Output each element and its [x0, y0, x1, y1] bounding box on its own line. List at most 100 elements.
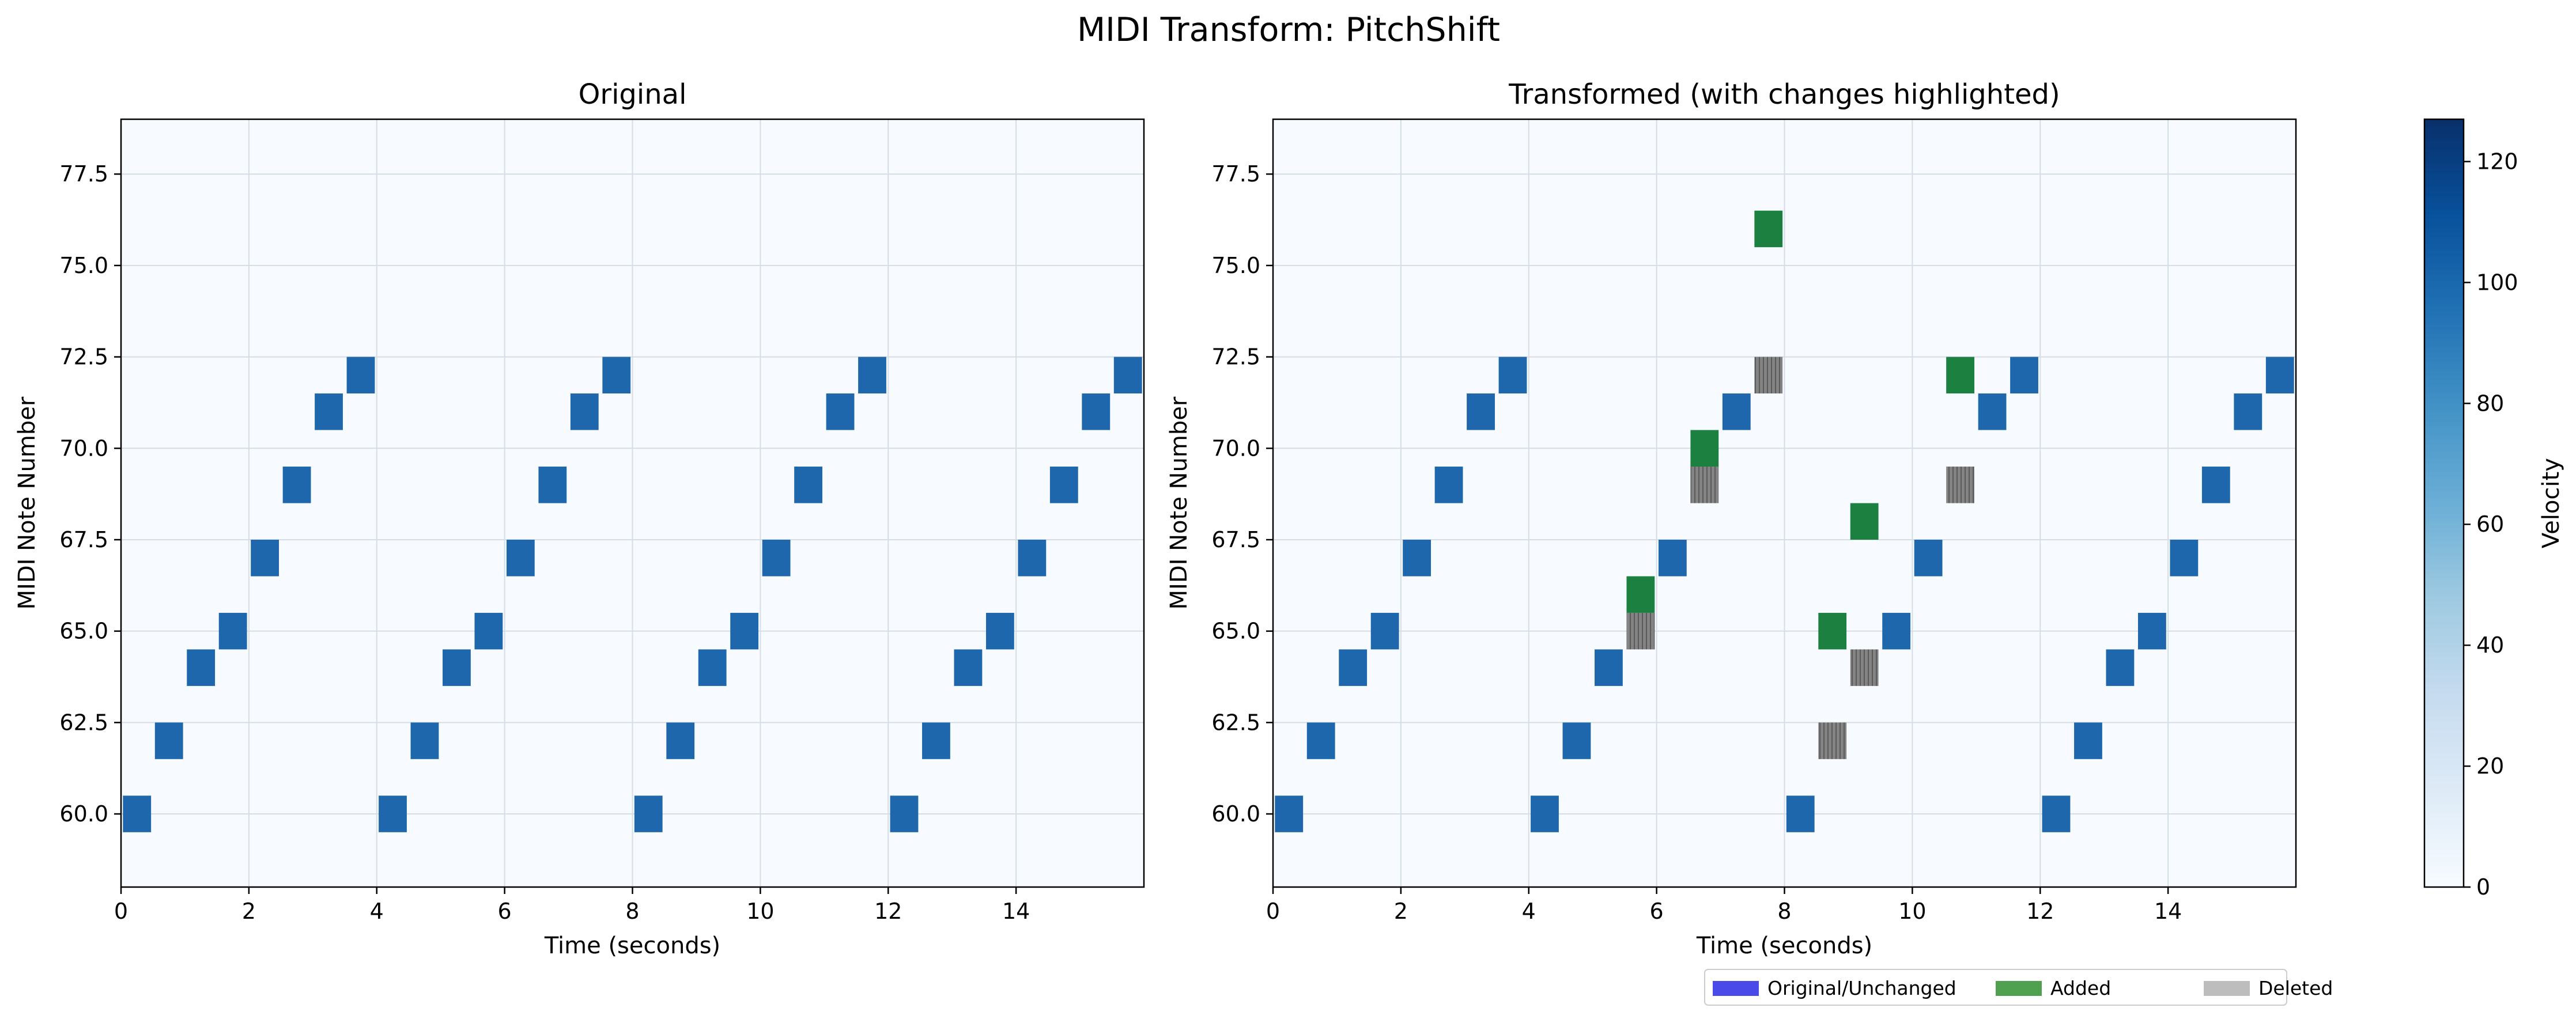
- panel-title: Transformed (with changes highlighted): [1508, 78, 2060, 111]
- note-unchanged: [1882, 612, 1911, 650]
- note-unchanged: [123, 795, 152, 832]
- note-unchanged: [251, 539, 279, 577]
- x-axis-label: Time (seconds): [1696, 933, 1872, 959]
- note-unchanged: [2234, 393, 2263, 430]
- note-unchanged: [794, 467, 822, 503]
- note-unchanged: [379, 795, 407, 832]
- note-unchanged: [315, 393, 343, 430]
- legend-label: Added: [2050, 977, 2111, 999]
- x-tick-label: 10: [1898, 899, 1926, 924]
- note-deleted: [1946, 467, 1974, 503]
- note-unchanged: [890, 795, 919, 832]
- x-tick-label: 14: [1002, 899, 1030, 924]
- note-unchanged: [1306, 722, 1335, 759]
- x-tick-label: 6: [1650, 899, 1664, 924]
- x-tick-label: 12: [2026, 899, 2054, 924]
- note-unchanged: [730, 612, 759, 650]
- note-unchanged: [1722, 393, 1751, 430]
- note-unchanged: [1018, 539, 1047, 577]
- note-unchanged: [2042, 795, 2071, 832]
- note-deleted: [1850, 649, 1879, 686]
- legend-swatch-added: [1996, 981, 2042, 996]
- note-added: [1818, 612, 1847, 650]
- note-unchanged: [1370, 612, 1399, 650]
- note-unchanged: [858, 357, 886, 394]
- note-unchanged: [1049, 467, 1078, 503]
- y-axis-label: MIDI Note Number: [14, 396, 40, 609]
- y-tick-label: 70.0: [59, 435, 108, 461]
- note-deleted: [1754, 357, 1783, 394]
- change-legend: Original/Unchanged Added Deleted: [1704, 969, 2333, 1006]
- colorbar-tick-label: 100: [2476, 270, 2518, 295]
- x-tick-label: 12: [874, 899, 902, 924]
- note-unchanged: [826, 393, 855, 430]
- x-tick-label: 6: [498, 899, 512, 924]
- x-tick-label: 8: [625, 899, 639, 924]
- legend-swatch-original-unchanged: [1713, 981, 1759, 996]
- y-tick-label: 72.5: [59, 344, 108, 370]
- legend-label: Deleted: [2258, 977, 2333, 999]
- note-unchanged: [1434, 467, 1463, 503]
- note-unchanged: [922, 722, 950, 759]
- y-tick-label: 62.5: [1211, 710, 1260, 735]
- note-unchanged: [538, 467, 567, 503]
- panel-title: Original: [579, 78, 687, 111]
- note-unchanged: [1658, 539, 1687, 577]
- colorbar-tick-label: 20: [2476, 753, 2504, 779]
- note-unchanged: [570, 393, 599, 430]
- note-added: [1690, 430, 1719, 467]
- note-added: [1754, 210, 1783, 248]
- note-unchanged: [218, 612, 247, 650]
- note-unchanged: [666, 722, 695, 759]
- y-tick-label: 67.5: [1211, 527, 1260, 552]
- y-tick-label: 75.0: [1211, 253, 1260, 278]
- panel-transformed: 0 2 4 6 8 10 12 14 60.0 62.5 65.0 67.5 70.0 72.5 75.0 7…: [1166, 78, 2297, 959]
- x-tick-label: 14: [2154, 899, 2182, 924]
- note-unchanged: [187, 649, 216, 686]
- colorbar-tick-label: 40: [2476, 632, 2504, 658]
- y-axis-label: MIDI Note Number: [1166, 396, 1192, 609]
- x-tick-label: 4: [1522, 899, 1536, 924]
- y-tick-label: 67.5: [59, 527, 108, 552]
- y-tick-label: 60.0: [59, 801, 108, 827]
- x-tick-label: 4: [370, 899, 384, 924]
- y-tick-label: 65.0: [59, 619, 108, 644]
- note-unchanged: [1113, 357, 1142, 394]
- y-tick-label: 70.0: [1211, 435, 1260, 461]
- note-unchanged: [506, 539, 535, 577]
- colorbar-tick-label: 60: [2476, 512, 2504, 537]
- legend-swatch-deleted: [2204, 981, 2250, 996]
- note-unchanged: [1275, 795, 1304, 832]
- note-deleted: [1690, 467, 1719, 503]
- note-unchanged: [2265, 357, 2294, 394]
- x-tick-label: 10: [746, 899, 774, 924]
- panel-original: 0 2 4 6 8 10 12 14 60.0 62.5 65.0 67.5 70.0 72.5 75.0 7…: [14, 78, 1145, 959]
- y-tick-label: 60.0: [1211, 801, 1260, 827]
- note-unchanged: [1562, 722, 1591, 759]
- y-tick-label: 72.5: [1211, 344, 1260, 370]
- y-tick-label: 62.5: [59, 710, 108, 735]
- note-unchanged: [2201, 467, 2230, 503]
- legend-label: Original/Unchanged: [1767, 977, 1956, 999]
- note-added: [1850, 503, 1879, 540]
- note-unchanged: [2137, 612, 2166, 650]
- note-unchanged: [1978, 393, 2007, 430]
- note-added: [1626, 576, 1655, 613]
- colorbar-gradient: [2423, 118, 2465, 888]
- note-added: [1946, 357, 1974, 394]
- note-unchanged: [1786, 795, 1815, 832]
- y-tick-label: 65.0: [1211, 619, 1260, 644]
- note-unchanged: [2074, 722, 2102, 759]
- note-unchanged: [2106, 649, 2135, 686]
- colorbar-tick-label: 80: [2476, 391, 2504, 416]
- note-unchanged: [474, 612, 503, 650]
- note-deleted: [1818, 722, 1847, 759]
- note-unchanged: [1595, 649, 1623, 686]
- note-unchanged: [634, 795, 663, 832]
- note-unchanged: [698, 649, 727, 686]
- colorbar-tick-label: 120: [2476, 149, 2518, 174]
- y-tick-label: 77.5: [1211, 161, 1260, 187]
- x-tick-label: 0: [1266, 899, 1280, 924]
- note-unchanged: [954, 649, 983, 686]
